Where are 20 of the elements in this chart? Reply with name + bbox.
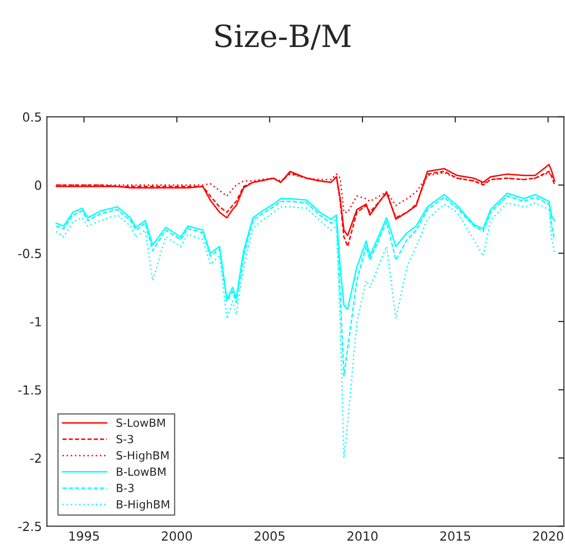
legend-label: S-LowBM	[116, 418, 165, 427]
y-tick-label: -1.5	[18, 385, 41, 395]
legend-label: B-HighBM	[116, 500, 170, 511]
y-tick-label: -1	[30, 317, 41, 326]
x-tick-label: 2020	[533, 531, 564, 541]
y-tick-label: -2	[30, 453, 41, 463]
x-tick-label: 2005	[254, 531, 284, 541]
y-tick-label: -2.5	[18, 522, 41, 532]
legend-label: B-LowBM	[116, 468, 166, 476]
y-tick-label: 0.5	[22, 112, 41, 122]
y-tick-label: 0	[34, 180, 42, 190]
y-tick-label: -0.5	[18, 248, 41, 258]
chart-title: Size-B/M	[215, 24, 351, 50]
x-tick-label: 2000	[162, 531, 192, 541]
legend-label: S-3	[116, 434, 134, 444]
legend-label: B-3	[116, 484, 134, 492]
x-tick-label: 1995	[69, 531, 99, 541]
x-tick-label: 2015	[440, 531, 470, 541]
legend-label: S-HighBM	[116, 450, 169, 462]
x-tick-label: 2010	[347, 531, 378, 541]
